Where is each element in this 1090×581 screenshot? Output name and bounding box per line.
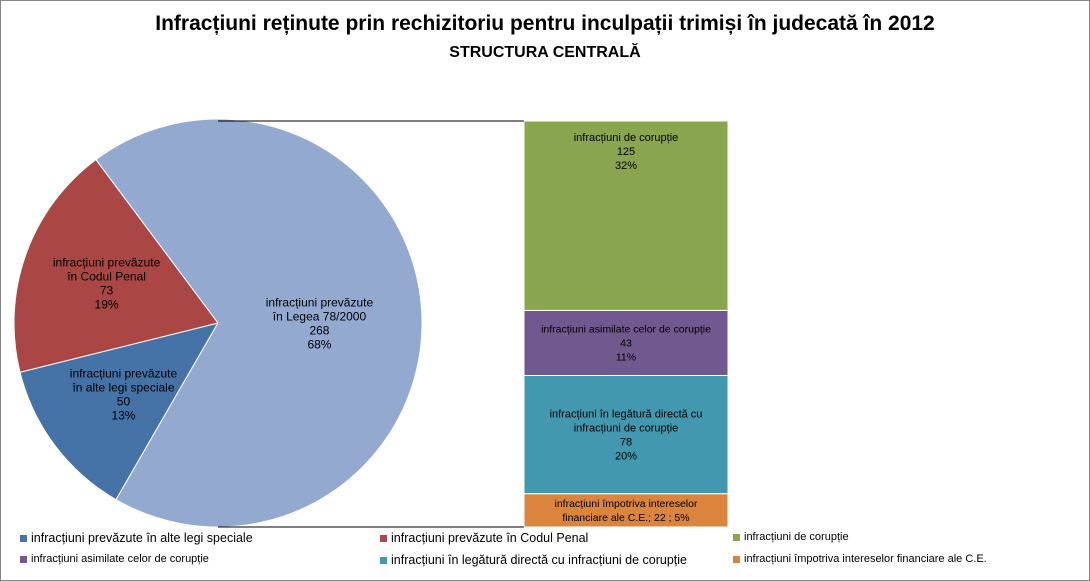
pie-slice-infractiuni-prevazute-in-codul-penal: [13, 158, 219, 373]
pie-label-infractiuni-prevazute-in-legea-78-2000: infracțiuni prevăzute în Legea 78/2000 268…: [266, 295, 374, 351]
legend-label: infracțiuni de corupție: [744, 531, 849, 543]
chart-subtitle: STRUCTURA CENTRALĂ: [449, 44, 641, 61]
legend-swatch: [380, 534, 387, 542]
bar-label-infractiuni-asimilate-celor-de-coruptie: infracțiuni asimilate celor de corupție 4…: [541, 324, 711, 364]
bar-segment-infractiuni-asimilate-celor-de-coruptie: [523, 309, 729, 377]
legend-item-infractiuni-prevazute-in-codul-penal: infracțiuni prevăzute în Codul Penal: [380, 531, 588, 545]
legend-label: infracțiuni prevăzute în Codul Penal: [391, 531, 589, 545]
bar-segment-infractiuni-de-coruptie: [523, 120, 729, 311]
chart-legend: infracțiuni prevăzute în alte legi speci…: [20, 531, 1080, 575]
legend-swatch: [20, 534, 27, 542]
legend-label: infracțiuni împotriva intereselor financ…: [744, 553, 987, 565]
bar-label-infractiuni-de-coruptie: infracțiuni de corupție 125 32%: [574, 132, 679, 172]
pie-slice-infractiuni-prevazute-in-legea-78-2000: [95, 118, 423, 528]
bar-segment-infractiuni-in-legatura-directa-cu-infractiuni-de-coruptie: [523, 375, 729, 495]
legend-item-infractiuni-prevazute-in-alte-legi-speciale: infracțiuni prevăzute în alte legi speci…: [20, 531, 253, 545]
legend-label: infracțiuni în legătură directă cu infra…: [391, 553, 687, 567]
chart-title: Infracțiuni reținute prin rechizitoriu p…: [155, 12, 935, 35]
bar-label-infractiuni-in-legatura-directa-cu-infractiuni-de-coruptie: infracțiuni în legătură directă cu infrac…: [550, 408, 703, 462]
legend-item-infractiuni-impotriva-intereselor-financiare-ale-c-e: infracțiuni împotriva intereselor financ…: [733, 553, 987, 565]
legend-swatch: [733, 555, 740, 563]
legend-item-infractiuni-asimilate-celor-de-coruptie: infracțiuni asimilate celor de corupție: [20, 553, 209, 565]
legend-swatch: [733, 533, 740, 541]
pie-label-infractiuni-prevazute-in-codul-penal: infracțiuni prevăzute în Codul Penal 73 19%: [53, 255, 161, 311]
legend-swatch: [380, 556, 387, 564]
legend-label: infracțiuni prevăzute în alte legi speci…: [31, 531, 253, 545]
legend-item-infractiuni-in-legatura-directa-cu-infractiuni-de-coruptie: infracțiuni în legătură directă cu infra…: [380, 553, 687, 567]
pie-label-infractiuni-prevazute-in-alte-legi-speciale: infracțiuni prevăzute în alte legi specia…: [70, 366, 178, 422]
legend-swatch: [20, 555, 27, 563]
bar-segment-infractiuni-impotriva-intereselor-financiare-ale-c-e: [523, 493, 729, 528]
pie-slice-infractiuni-prevazute-in-alte-legi-speciale: [19, 322, 220, 501]
bar-label-infractiuni-impotriva-intereselor-financiare-ale-c-e: infracțiuni împotriva intereselor financi…: [555, 498, 698, 524]
legend-item-infractiuni-de-coruptie: infracțiuni de corupție: [733, 531, 849, 543]
legend-label: infracțiuni asimilate celor de corupție: [31, 553, 209, 565]
